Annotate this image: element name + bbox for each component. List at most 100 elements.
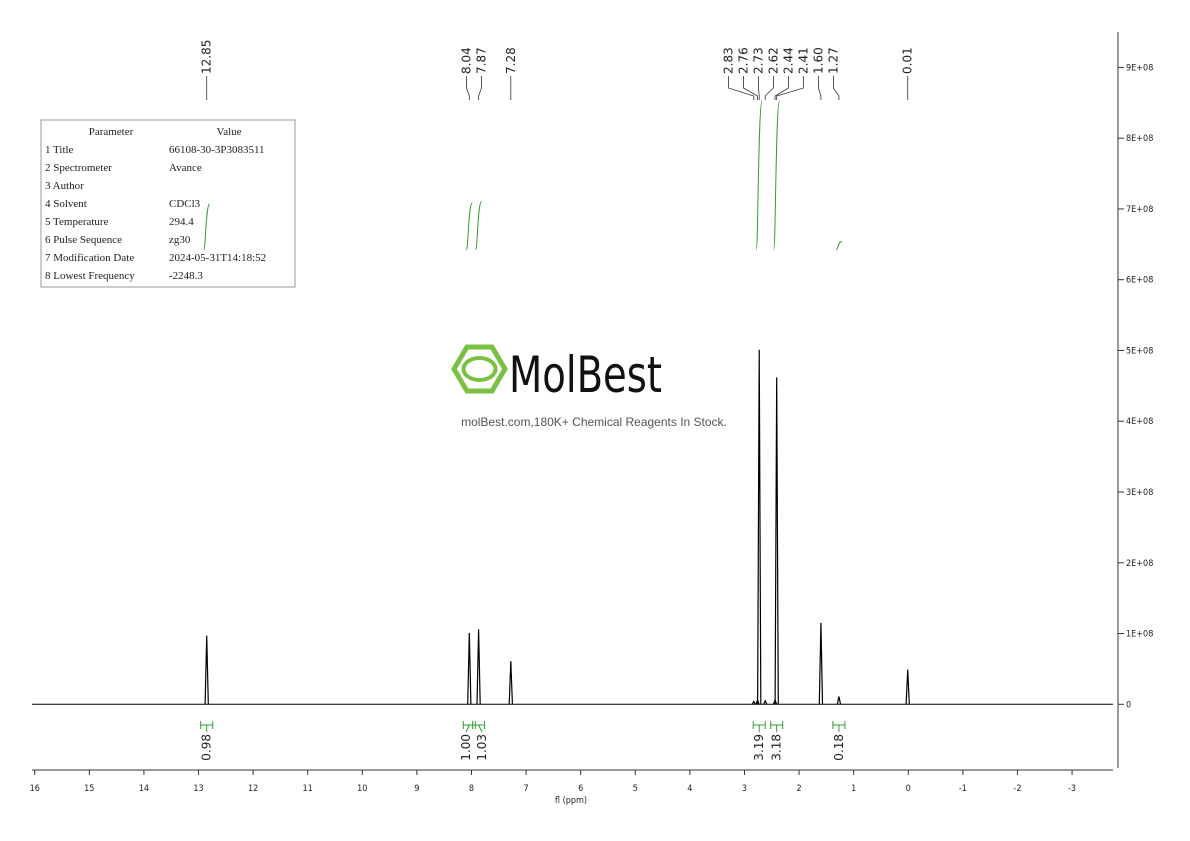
peak-leader [478,76,482,100]
peak [763,699,768,705]
y-tick-label: 0 [1126,700,1131,710]
integral-label: 3.18 [770,734,784,761]
integral-label: 1.03 [475,734,489,761]
integral-curve [835,241,843,251]
x-tick-label: 10 [357,784,367,794]
integral-bracket [200,721,214,732]
table-header: Value [216,126,241,138]
table-value: 294.4 [169,216,194,228]
peak [751,700,756,705]
table-value: 2024-05-31T14:18:52 [169,252,266,264]
x-axis-label: fl (ppm) [555,796,587,806]
integral-bracket [462,721,476,733]
integral-bracket [832,721,846,732]
integral-label: 3.19 [752,734,766,761]
slogan: molBest.com,180K+ Chemical Reagents In S… [461,415,727,429]
peak-leader [758,76,760,100]
y-tick-label: 7E+08 [1126,205,1153,215]
peak-label: 2.76 [736,47,750,74]
x-tick-label: 16 [30,784,40,794]
table-param: 6 Pulse Sequence [45,234,122,246]
peak-leader [764,76,774,100]
y-tick-label: 1E+08 [1126,630,1153,640]
table-value: Avance [169,162,202,174]
peak-label: 7.28 [504,47,518,74]
peak [836,696,842,705]
y-tick-label: 9E+08 [1126,63,1153,73]
x-tick-label: -1 [959,784,967,794]
x-tick-label: 1 [851,784,856,794]
x-tick-label: 15 [84,784,94,794]
integral-bracket [472,721,486,733]
x-tick-label: 6 [578,784,583,794]
parameter-table [40,119,296,288]
peak-leader [728,76,755,100]
peak [204,635,209,705]
table-param: 1 Title [45,144,74,156]
peak-label: 0.01 [901,47,915,74]
x-tick-label: 8 [469,784,474,794]
x-tick-label: 0 [906,784,911,794]
y-tick-label: 4E+08 [1126,417,1153,427]
x-tick-label: -3 [1068,784,1076,794]
integral-curve [475,201,483,251]
x-tick-label: 11 [303,784,313,794]
x-tick-label: 12 [248,784,258,794]
peak-leader [833,76,840,100]
integral-curve [755,99,763,251]
y-tick-label: 2E+08 [1126,559,1153,569]
x-tick-label: -2 [1013,784,1021,794]
peak-label: 1.27 [826,47,840,74]
peak-leader [774,76,789,100]
peak-label: 2.83 [721,47,735,74]
table-param: 5 Temperature [45,216,109,228]
integral-curve [773,100,781,251]
table-param: 2 Spectrometer [45,162,112,174]
peak-leader [743,76,758,100]
integral-label: 0.98 [200,734,214,761]
table-value: -2248.3 [169,270,203,282]
x-tick-label: 3 [742,784,747,794]
watermark: MolBest molBest.com,180K+ Chemical Reage… [451,344,727,429]
logo-ring [461,356,498,382]
table-header: Parameter [89,126,134,138]
integral-label: 0.18 [832,734,846,761]
integral-label: 1.00 [459,734,473,761]
x-tick-label: 7 [524,784,529,794]
table-value: 66108-30-3P3083511 [169,144,265,156]
table-value: zg30 [169,234,191,246]
integral-bracket [752,721,766,732]
peak [905,669,910,705]
y-tick-label: 6E+08 [1126,276,1153,286]
x-tick-label: 9 [414,784,419,794]
peak-leader [466,76,470,100]
table-param: 8 Lowest Frequency [45,270,135,282]
logo-hexagon [451,344,508,394]
peak [476,629,481,705]
x-tick-label: 13 [193,784,203,794]
peak-label: 1.60 [811,47,825,74]
x-tick-label: 2 [796,784,801,794]
integral-curve [203,203,211,251]
integral-bracket [770,721,784,732]
y-tick-label: 3E+08 [1126,488,1153,498]
peak-label: 2.44 [781,47,795,74]
integral-curve [465,202,473,251]
peak-leader [776,76,804,100]
brand: MolBest [509,346,662,404]
table-value: CDCl3 [169,198,201,210]
peak-label: 8.04 [459,47,473,74]
peak-label: 2.62 [766,47,780,74]
peak [818,622,824,705]
peak-label: 2.73 [751,47,765,74]
table-param: 4 Solvent [45,198,87,210]
peak-label: 7.87 [474,47,488,74]
peak [467,632,472,705]
peak-leader [818,76,822,100]
peak-label: 2.41 [796,47,810,74]
table-param: 7 Modification Date [45,252,134,264]
y-tick-label: 5E+08 [1126,346,1153,356]
x-tick-label: 4 [687,784,692,794]
